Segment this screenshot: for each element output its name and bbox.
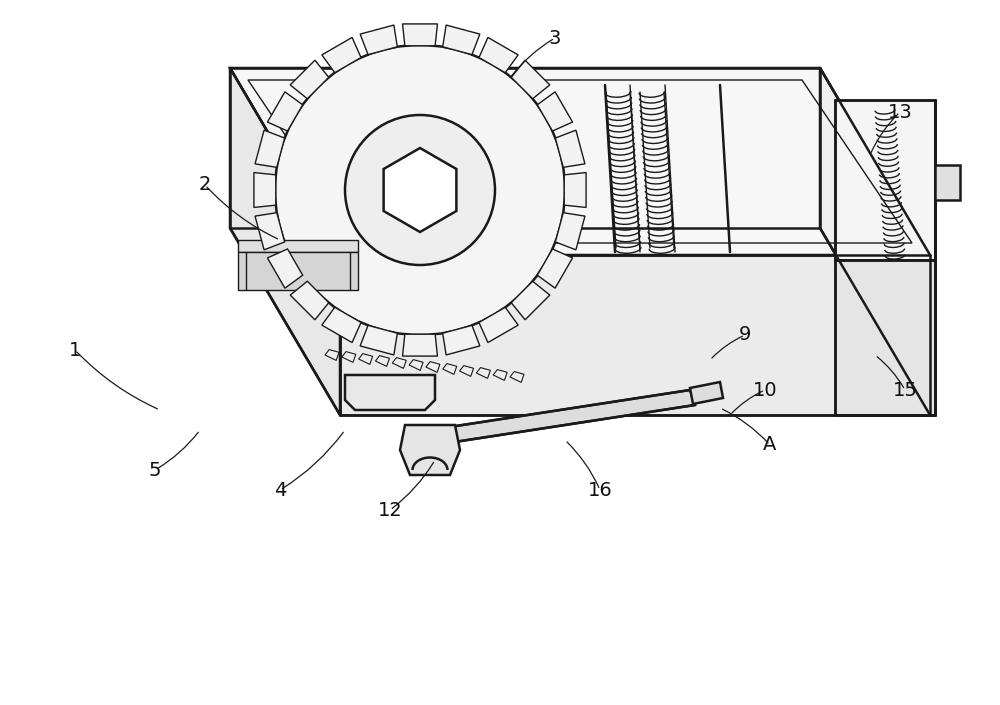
Polygon shape bbox=[690, 382, 723, 404]
Polygon shape bbox=[835, 100, 935, 260]
Polygon shape bbox=[359, 354, 373, 364]
Polygon shape bbox=[510, 372, 524, 382]
Polygon shape bbox=[564, 173, 586, 207]
Polygon shape bbox=[443, 326, 480, 355]
Polygon shape bbox=[555, 213, 585, 250]
Polygon shape bbox=[409, 360, 423, 370]
Text: 4: 4 bbox=[274, 481, 286, 500]
Text: 13: 13 bbox=[888, 102, 912, 121]
Polygon shape bbox=[255, 130, 285, 167]
Polygon shape bbox=[360, 25, 397, 54]
Polygon shape bbox=[238, 240, 358, 252]
Text: 16: 16 bbox=[588, 481, 612, 500]
Polygon shape bbox=[479, 307, 518, 343]
Polygon shape bbox=[479, 37, 518, 73]
Polygon shape bbox=[230, 68, 340, 415]
Polygon shape bbox=[820, 68, 930, 415]
Polygon shape bbox=[555, 130, 585, 167]
Text: 3: 3 bbox=[549, 28, 561, 47]
Circle shape bbox=[275, 45, 565, 335]
Polygon shape bbox=[511, 60, 550, 99]
Polygon shape bbox=[400, 425, 460, 475]
Polygon shape bbox=[290, 60, 329, 99]
Polygon shape bbox=[443, 364, 457, 374]
Polygon shape bbox=[325, 350, 339, 360]
Polygon shape bbox=[392, 357, 406, 369]
Polygon shape bbox=[443, 25, 480, 54]
Polygon shape bbox=[403, 334, 437, 356]
Polygon shape bbox=[360, 326, 397, 355]
Polygon shape bbox=[511, 281, 550, 320]
Polygon shape bbox=[238, 252, 358, 290]
Text: A: A bbox=[763, 436, 777, 455]
Polygon shape bbox=[267, 92, 303, 131]
Polygon shape bbox=[254, 173, 276, 207]
Circle shape bbox=[345, 115, 495, 265]
Polygon shape bbox=[476, 367, 490, 379]
Text: 15: 15 bbox=[893, 381, 917, 400]
Polygon shape bbox=[460, 366, 474, 376]
Polygon shape bbox=[935, 165, 960, 200]
Polygon shape bbox=[403, 24, 437, 46]
Polygon shape bbox=[342, 352, 356, 362]
Text: 5: 5 bbox=[149, 460, 161, 479]
Text: 9: 9 bbox=[739, 326, 751, 345]
Polygon shape bbox=[537, 249, 573, 288]
Polygon shape bbox=[426, 362, 440, 372]
Polygon shape bbox=[835, 260, 935, 415]
Polygon shape bbox=[345, 375, 435, 410]
Polygon shape bbox=[322, 37, 361, 73]
Polygon shape bbox=[430, 390, 695, 445]
Polygon shape bbox=[537, 92, 573, 131]
Polygon shape bbox=[493, 369, 507, 381]
Polygon shape bbox=[255, 213, 285, 250]
Polygon shape bbox=[340, 255, 930, 415]
Polygon shape bbox=[230, 68, 930, 255]
Polygon shape bbox=[384, 148, 456, 232]
Text: 1: 1 bbox=[69, 341, 81, 360]
Text: 12: 12 bbox=[378, 501, 402, 520]
Polygon shape bbox=[267, 249, 303, 288]
Polygon shape bbox=[375, 355, 389, 367]
Polygon shape bbox=[322, 307, 361, 343]
Polygon shape bbox=[290, 281, 329, 320]
Text: 10: 10 bbox=[753, 381, 777, 400]
Text: 2: 2 bbox=[199, 176, 211, 195]
